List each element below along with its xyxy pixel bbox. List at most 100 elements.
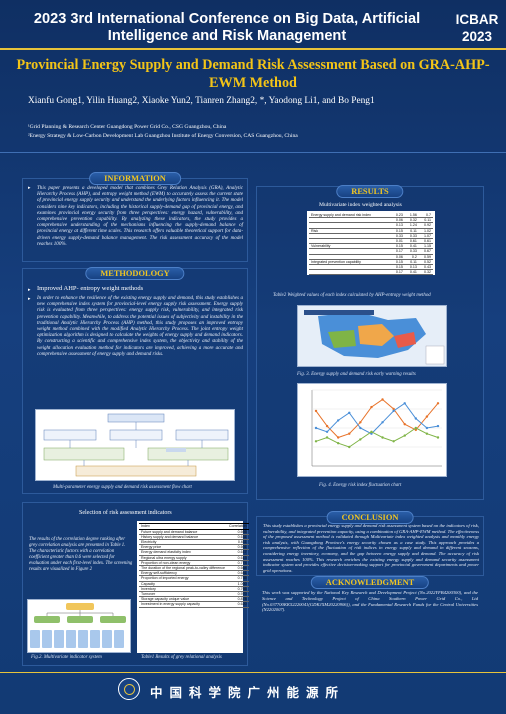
chart-point-s2-8 xyxy=(392,409,395,413)
affiliation-1: ¹Grid Planning & Research Center Guangdo… xyxy=(28,124,227,130)
chart-point-s1-9 xyxy=(403,423,406,426)
weight-table-box: Energy supply and demand risk index 0.23 1… xyxy=(307,211,435,276)
table2-row: Risk 0.15 0.11 1.02 xyxy=(309,228,433,234)
chart-point-s1-3 xyxy=(336,436,340,439)
table1-header-value: Correlation xyxy=(227,523,249,530)
table1-body: Future supply and demand balance 0.666 His… xyxy=(139,529,249,608)
table1-row: History supply and demand balance 0.631 xyxy=(139,534,249,541)
chart-point-s2-6 xyxy=(370,432,373,435)
chart-point-s3-1 xyxy=(314,440,318,443)
table1-cell-value: 0.611 xyxy=(227,539,249,546)
table2-row: 0.06 0.2 0.59 xyxy=(309,254,433,260)
chart-point-s3-3 xyxy=(336,442,340,445)
table2-cell-label xyxy=(309,238,391,245)
badge-line-2: 2023 xyxy=(461,29,493,44)
chart-point-s2-10 xyxy=(414,417,418,420)
selection-heading: Selection of risk assessment indicators xyxy=(79,510,172,516)
table2-row: Vulnerability 0.15 0.41 1.15 xyxy=(309,243,433,250)
table2-cell-a: 0.23 xyxy=(390,213,405,219)
table1-cell-value: 0.970 xyxy=(227,591,249,598)
chart-point-s1-6 xyxy=(370,405,373,409)
table1-cell-value: 0.613 xyxy=(227,555,249,561)
table2-cell-a: 0.33 xyxy=(390,233,405,240)
table1-cell-value: 0.735 xyxy=(227,575,249,582)
chart-point-s3-9 xyxy=(403,434,406,437)
conclusion-heading: CONCLUSION xyxy=(326,511,414,524)
table1-row: The duration of the regional peak-to-val… xyxy=(139,565,249,572)
table1-row: Turnover 0.970 xyxy=(139,591,249,598)
chart-point-s1-11 xyxy=(425,415,429,418)
table1-header-index: Index xyxy=(139,523,228,530)
table2-cell-a: 0.15 xyxy=(390,228,405,234)
table1-row: Storage capacity unique value 0.878 xyxy=(139,596,249,603)
table2-cell-c: 0.11 xyxy=(418,217,433,224)
results-panel: RESULTS Multivariate index weighted anal… xyxy=(256,185,484,500)
table1-row: Future supply and demand balance 0.666 xyxy=(139,529,249,535)
risk-index-chart xyxy=(311,389,442,467)
table1-cell-index: Investment in energy supply capacity xyxy=(139,601,228,608)
table1-cell-index: Energy self-sufficiency xyxy=(139,570,228,577)
table1-header-row: Index Correlation xyxy=(139,523,249,530)
chart-point-s2-9 xyxy=(403,402,406,405)
table2-cell-c: 0.92 xyxy=(418,222,433,229)
chart-point-s1-10 xyxy=(414,428,418,432)
chart-series-line-2 xyxy=(315,402,439,435)
table2-cell-c: 0.52 xyxy=(418,259,433,266)
footer-rule xyxy=(0,672,506,673)
chart-point-s3-5 xyxy=(359,438,362,441)
table2-cell-c: 1.15 xyxy=(418,243,433,250)
table2-row: 0.06 0.32 0.11 xyxy=(309,217,433,224)
table1-cell-index: Regional ultra energy supply xyxy=(139,555,228,561)
table2-cell-label xyxy=(309,248,391,255)
chart-point-s2-4 xyxy=(348,411,351,414)
table2-cell-b: 0.11 xyxy=(404,228,419,234)
table2-cell-b: 0.41 xyxy=(404,243,419,250)
table1-cell-value: 0.878 xyxy=(227,596,249,603)
top-rule xyxy=(0,48,506,50)
information-panel: INFORMATION ▸ This paper presents a deve… xyxy=(22,172,248,262)
table2-cell-label xyxy=(309,233,391,240)
table1-cell-index: The duration of the regional peak-to-val… xyxy=(139,565,228,572)
risk-map-figure xyxy=(297,305,447,367)
table2-cell-a: 0.01 xyxy=(390,238,405,245)
conclusion-text: This study establishes a provincial ener… xyxy=(263,523,479,573)
table2-cell-a: 0.15 xyxy=(390,259,405,266)
table1-cell-index: Energy price xyxy=(139,544,228,551)
table2-row: 0.13 1.24 0.92 xyxy=(309,222,433,229)
flow-chart-svg xyxy=(43,413,229,477)
acknowledgment-heading: ACKNOWLEDGMENT xyxy=(310,576,430,589)
chart-point-s1-12 xyxy=(436,402,440,405)
table1-cell-index: Storage capacity unique value xyxy=(139,596,228,603)
information-text: This paper presents a developed model th… xyxy=(37,185,243,247)
table2-cell-label xyxy=(309,264,391,271)
results-subheading: Multivariate index weighted analysis xyxy=(319,202,402,208)
chart-series-line-1 xyxy=(315,398,439,439)
badge-line-1: ICBAR xyxy=(455,12,499,27)
table2-row: Integrated prevention capability 0.15 0.11… xyxy=(309,259,433,266)
chart-series-line-3 xyxy=(315,427,439,448)
table2-row: Energy supply and demand risk index 0.23 1… xyxy=(309,213,433,219)
chart-point-s1-8 xyxy=(392,407,395,411)
paper-title: Provincial Energy Supply and Demand Risk… xyxy=(16,57,490,91)
methodology-heading: METHODOLOGY xyxy=(85,267,185,280)
table2-row: 0.01 0.61 0.61 xyxy=(309,238,433,245)
methodology-bullet-2: ▸ xyxy=(28,296,31,302)
table2-cell-label: Integrated prevention capability xyxy=(309,259,391,266)
table2-row: 0.33 0.33 1.07 xyxy=(309,233,433,240)
grey-relational-table: Index Correlation Future supply and dema… xyxy=(139,523,249,608)
table2-cell-c: 0.7 xyxy=(418,213,433,219)
table2-cell-a: 0.13 xyxy=(390,222,405,229)
table1-cell-index: Proportion of imported energy xyxy=(139,575,228,582)
methodology-panel: METHODOLOGY ▸ Improved AHP- entropy weig… xyxy=(22,267,248,494)
table2-cell-b: 0.32 xyxy=(404,217,419,224)
table2-cell-b: 0.11 xyxy=(404,259,419,266)
table1-cell-index: Turnover xyxy=(139,591,228,598)
chart-point-s1-4 xyxy=(348,432,351,435)
table1-row: Electricity 0.611 xyxy=(139,539,249,546)
table1-cell-value: 0.617 xyxy=(227,549,249,556)
table1-cell-value: 0.766 xyxy=(227,586,249,593)
chart-point-s3-12 xyxy=(436,436,440,439)
table2-cell-label: Energy supply and demand risk index xyxy=(309,213,391,219)
table2-cell-b: 0.41 xyxy=(404,269,419,276)
